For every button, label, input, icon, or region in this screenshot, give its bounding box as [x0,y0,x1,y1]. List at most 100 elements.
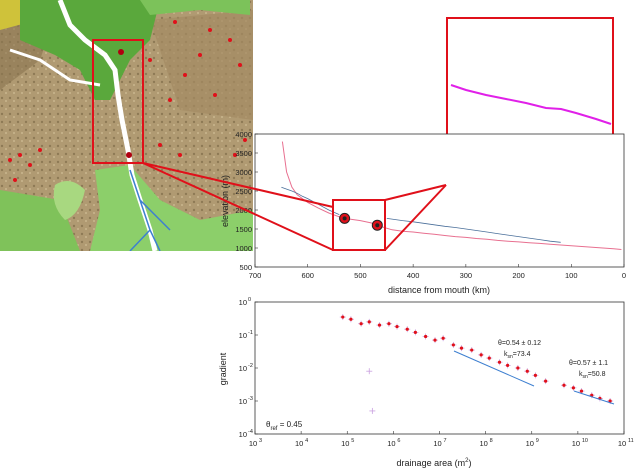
profile-knickpoint-center [342,216,347,221]
upper-fit-line [453,350,535,387]
gradient-data-point [468,347,475,354]
gradient-xtick-exponent: 7 [444,438,447,444]
gradient-xtick-label: 10 [618,439,626,448]
gradient-point-dot [451,343,455,347]
gradient-xlabel-sup: 2 [465,458,469,464]
gradient-data-point [385,320,392,327]
green-region-blob [53,181,85,220]
gradient-xtick-label: 10 [295,439,303,448]
green-region-top [20,0,160,100]
gradient-ytick-exponent: -3 [248,396,253,402]
theta-ref-value: = 0.45 [277,420,302,429]
gradient-data-point [412,329,419,336]
gradient-data-point [486,355,493,362]
lower-k-value: =50.8 [588,371,606,378]
upper-k-label: ksn=73.4 [504,351,531,360]
profile-knickpoint-center [375,223,380,228]
gradient-xtick-label: 10 [433,439,441,448]
gradient-data-point [478,351,485,358]
gradient-point-dot [359,322,363,326]
gradient-data-point [422,333,429,340]
gradient-point-dot [470,348,474,352]
gradient-ytick-exponent: 0 [248,297,251,303]
gradient-data-point [532,372,539,379]
gradient-xtick-exponent: 5 [351,438,354,444]
profile-ytick-label: 1500 [235,225,252,234]
gradient-ytick-exponent: -1 [248,330,253,336]
gradient-xtick-label: 10 [479,439,487,448]
profile-xlabel: distance from mouth (km) [388,285,490,295]
gradient-data-point [514,365,521,371]
gradient-ylabel: gradient [218,352,228,385]
gradient-point-dot [387,322,391,326]
gradient-ytick-label: 10 [239,430,247,439]
gradient-point-dot [341,315,345,319]
gradient-point-dot [349,317,353,321]
profile-ytick-label: 2500 [235,187,252,196]
gradient-xtick-exponent: 8 [490,438,493,444]
gradient-data-point [560,382,567,389]
theta-ref-label: θref = 0.45 [266,420,303,432]
profile-xtick-label: 0 [622,271,626,280]
gradient-point-dot [405,327,409,331]
gradient-point-dot [441,336,445,340]
profile-plot-area [254,133,625,268]
gradient-point-dot [579,389,584,393]
gradient-point-dot [367,320,371,324]
upper-k-value: =73.4 [513,351,531,358]
theta-ref-symbol: θ [266,420,271,429]
gradient-xlabel-main: drainage area (m [397,458,466,468]
gradient-data-point [542,378,549,385]
gradient-data-point [394,323,401,330]
gradient-xtick-label: 10 [387,439,395,448]
gradient-data-point [496,359,503,366]
gradient-data-point [339,314,346,321]
gradient-point-dot [497,360,502,364]
gradient-data-point [404,326,411,333]
gradient-xtick-label: 10 [526,439,534,448]
gradient-data-point [570,384,577,391]
gradient-xlabel-end: ) [468,458,471,468]
profile-xtick-label: 500 [354,271,367,280]
gradient-data-point [504,362,511,369]
upper-theta-label: θ=0.54 ± 0.12 [498,340,541,347]
gradient-xtick-exponent: 11 [628,438,634,444]
profile-xtick-label: 300 [460,271,473,280]
gradient-data-point [524,368,531,375]
gradient-ytick-exponent: -4 [248,429,253,435]
river-west [9,48,101,87]
gradient-point-dot [413,330,417,334]
gradient-point-dot [459,346,464,350]
gradient-point-dot [424,334,428,339]
upper-k-sub: sn [508,354,514,360]
gradient-point-dot [479,353,483,357]
gradient-xtick-exponent: 4 [305,438,308,444]
lower-k-sub: sn [583,374,589,380]
gradient-xtick-label: 10 [572,439,580,448]
gradient-data-point [366,318,373,325]
gradient-point-dot [544,379,548,383]
profile-xtick-label: 600 [301,271,314,280]
profile-xtick-label: 700 [249,271,262,280]
lower-k-label: ksn=50.8 [579,371,606,380]
gradient-xtick-exponent: 9 [536,438,539,444]
terrain-highland [150,10,253,120]
profile-ytick-label: 500 [239,263,252,272]
gradient-point-dot [525,369,529,373]
gradient-plot-area [254,301,625,435]
gradient-xtick-exponent: 3 [259,438,262,444]
profile-ytick-label: 1000 [235,244,252,253]
profile-ytick-label: 3000 [235,168,252,177]
gradient-ytick-label: 10 [239,364,247,373]
gradient-point-dot [487,356,491,360]
gradient-xtick-label: 10 [341,439,349,448]
gradient-ytick-label: 10 [239,298,247,307]
zoom-profile-line [450,84,612,125]
gradient-point-dot [533,373,538,377]
gradient-point-dot [608,399,612,403]
gradient-xtick-label: 10 [249,439,257,448]
gradient-data-point [458,345,465,352]
map-marker-lower [126,152,132,158]
gradient-ytick-exponent: -2 [248,363,253,369]
